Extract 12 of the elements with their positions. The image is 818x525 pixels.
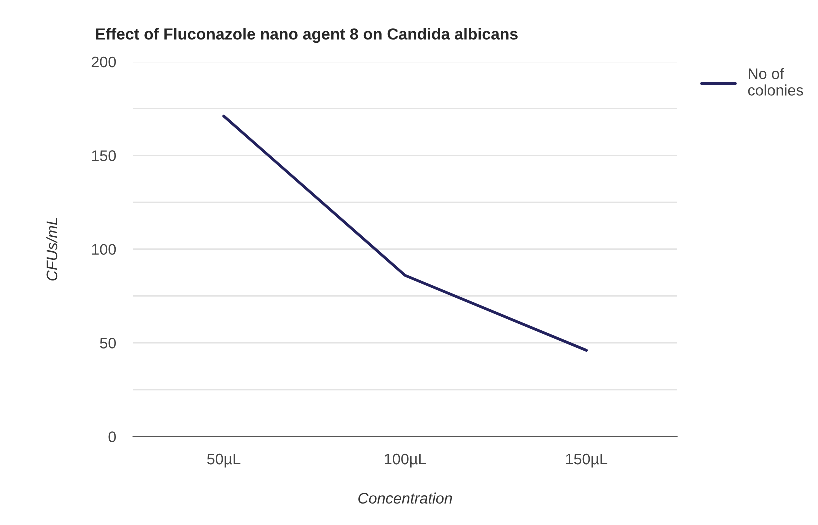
- y-tick-label: 150: [92, 150, 116, 162]
- y-tick-label: 200: [92, 56, 116, 68]
- y-axis-title: CFUs/mL: [46, 218, 58, 281]
- x-tick-label: 150µL: [566, 454, 608, 468]
- y-tick-label: 50: [100, 338, 116, 349]
- legend-label: No of colonies: [748, 68, 804, 96]
- y-tick-label: 0: [108, 432, 116, 442]
- chart-title: Effect of Fluconazole nano agent 8 on Candida albicans: [96, 28, 518, 44]
- x-tick-label: 100µL: [385, 454, 426, 468]
- y-tick-label: 100: [92, 244, 116, 256]
- x-axis-title: Concentration: [358, 492, 452, 504]
- x-tick-label: 50µL: [207, 454, 241, 468]
